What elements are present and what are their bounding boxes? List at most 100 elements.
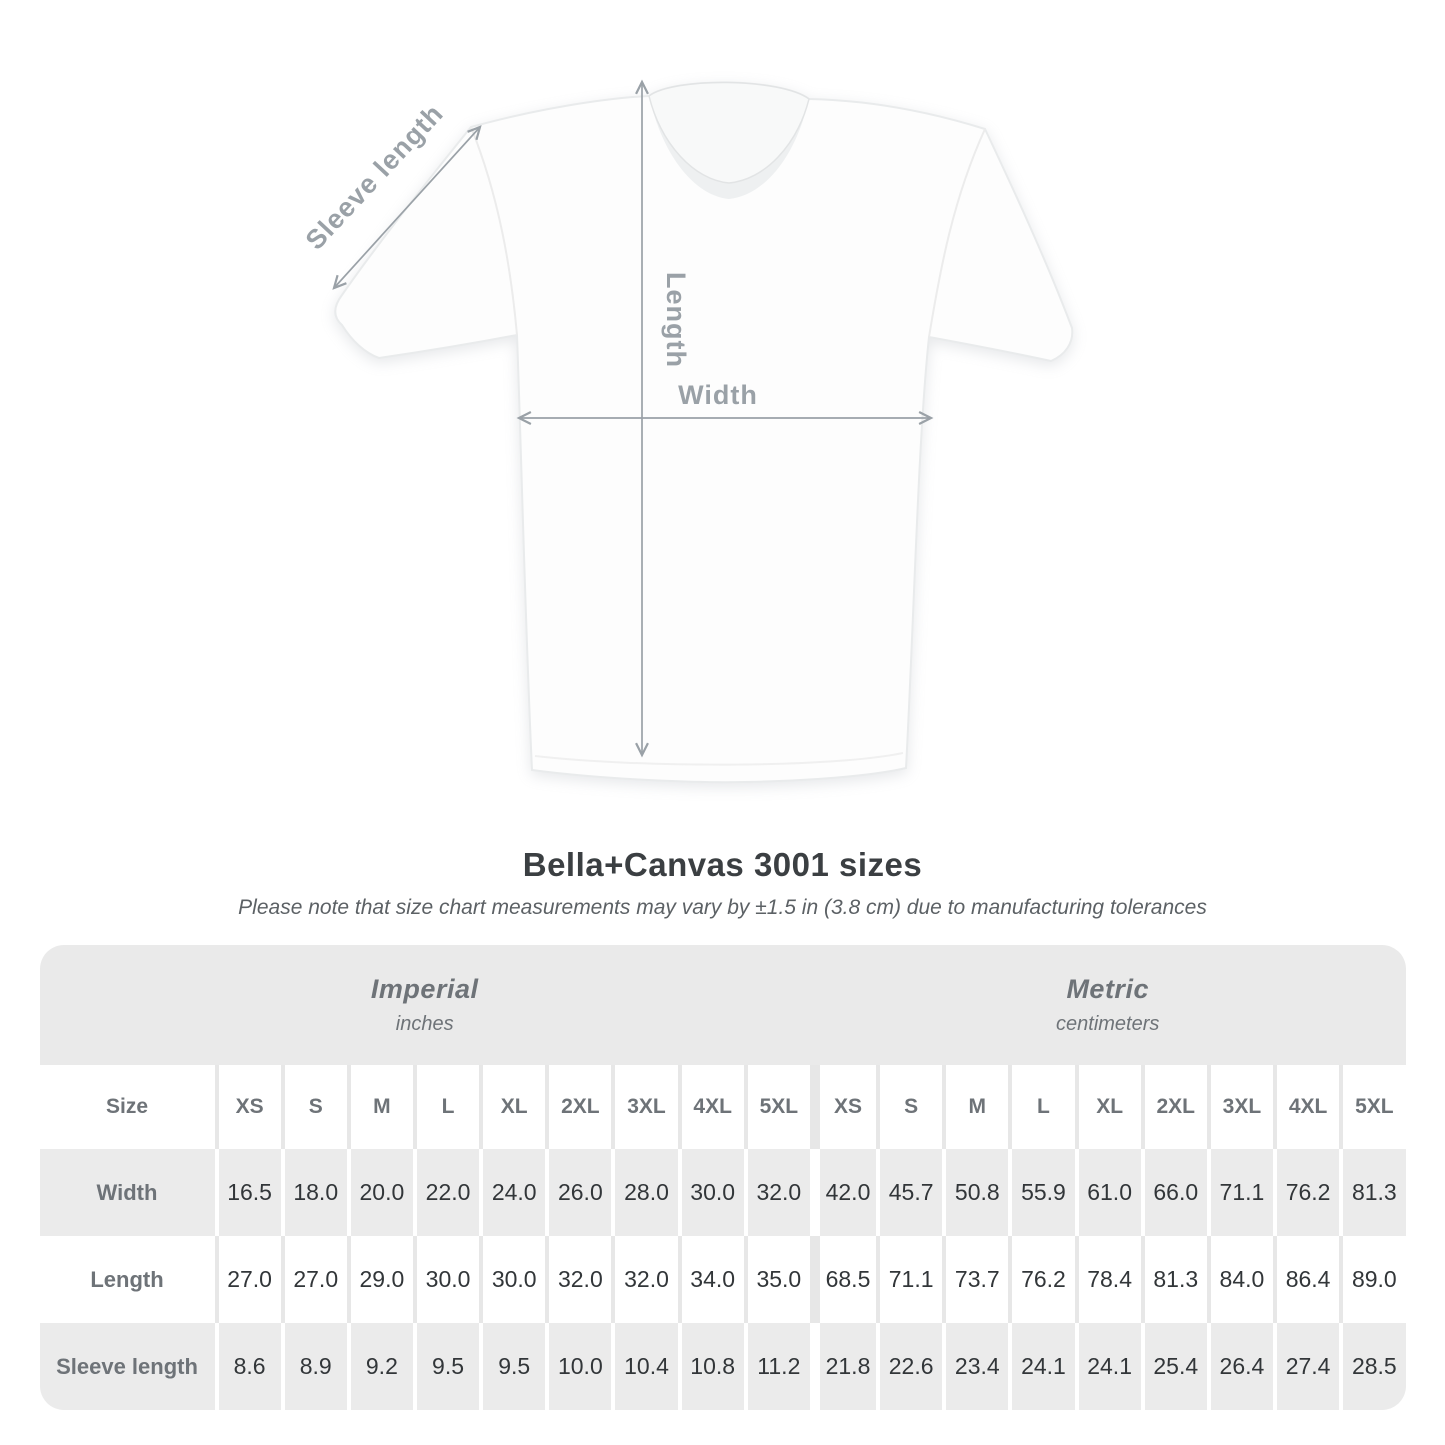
size-header-metric-m: M bbox=[942, 1065, 1009, 1149]
value-metric-l: 24.1 bbox=[1008, 1323, 1075, 1410]
value-imperial-xs: 8.6 bbox=[214, 1323, 281, 1410]
value-metric-4xl: 76.2 bbox=[1273, 1149, 1340, 1236]
size-header-imperial-xs: XS bbox=[214, 1065, 281, 1149]
width-label: Width bbox=[678, 380, 758, 410]
size-header-metric-4xl: 4XL bbox=[1273, 1065, 1340, 1149]
row-label: Length bbox=[39, 1236, 215, 1323]
value-imperial-4xl: 30.0 bbox=[677, 1149, 744, 1236]
value-imperial-5xl: 11.2 bbox=[743, 1323, 810, 1410]
imperial-label: Imperial bbox=[370, 974, 479, 1004]
units-header-row: Imperial inches Metric centimeters bbox=[39, 945, 1406, 1065]
length-label: Length bbox=[661, 272, 691, 368]
value-imperial-m: 29.0 bbox=[346, 1236, 413, 1323]
value-metric-s: 45.7 bbox=[876, 1149, 943, 1236]
size-header-imperial-3xl: 3XL bbox=[611, 1065, 678, 1149]
value-metric-5xl: 89.0 bbox=[1339, 1236, 1406, 1323]
tshirt-measurement-diagram: Sleeve length Length Width bbox=[300, 79, 1074, 784]
value-metric-l: 55.9 bbox=[1008, 1149, 1075, 1236]
tshirt-graphic bbox=[334, 81, 1074, 784]
row-label: Sleeve length bbox=[39, 1323, 215, 1410]
value-metric-2xl: 66.0 bbox=[1140, 1149, 1207, 1236]
measurement-row-width: Width 16.5 18.0 20.0 22.0 24.0 26.0 28.0 30.0 32.… bbox=[39, 1149, 1406, 1236]
value-metric-s: 71.1 bbox=[876, 1236, 943, 1323]
size-header-metric-l: L bbox=[1008, 1065, 1075, 1149]
value-imperial-l: 30.0 bbox=[412, 1236, 480, 1323]
imperial-unit: inches bbox=[395, 1013, 454, 1035]
value-metric-xs: 21.8 bbox=[809, 1323, 877, 1410]
value-imperial-5xl: 32.0 bbox=[743, 1149, 810, 1236]
value-imperial-3xl: 32.0 bbox=[611, 1236, 678, 1323]
measurement-arrows bbox=[332, 79, 934, 758]
size-header-metric-xl: XL bbox=[1074, 1065, 1141, 1149]
value-metric-2xl: 25.4 bbox=[1140, 1323, 1207, 1410]
collar-band bbox=[648, 81, 810, 184]
value-metric-5xl: 81.3 bbox=[1339, 1149, 1406, 1236]
value-imperial-l: 9.5 bbox=[412, 1323, 480, 1410]
page-subtitle: Please note that size chart measurements… bbox=[238, 896, 1207, 919]
value-metric-l: 76.2 bbox=[1008, 1236, 1075, 1323]
value-metric-4xl: 86.4 bbox=[1273, 1236, 1340, 1323]
value-imperial-2xl: 32.0 bbox=[545, 1236, 612, 1323]
value-imperial-m: 9.2 bbox=[346, 1323, 413, 1410]
metric-group-header: Metric centimeters bbox=[809, 945, 1406, 1065]
size-header-metric-3xl: 3XL bbox=[1206, 1065, 1273, 1149]
row-label: Width bbox=[39, 1149, 215, 1236]
size-header-imperial-5xl: 5XL bbox=[743, 1065, 810, 1149]
size-header-imperial-4xl: 4XL bbox=[677, 1065, 744, 1149]
size-header-imperial-xl: XL bbox=[479, 1065, 546, 1149]
size-header-imperial-s: S bbox=[280, 1065, 347, 1149]
size-header-imperial-m: M bbox=[346, 1065, 413, 1149]
value-metric-xl: 61.0 bbox=[1074, 1149, 1141, 1236]
value-metric-5xl: 28.5 bbox=[1339, 1323, 1406, 1410]
value-metric-3xl: 26.4 bbox=[1206, 1323, 1273, 1410]
value-imperial-2xl: 10.0 bbox=[545, 1323, 612, 1410]
size-header-metric-xs: XS bbox=[809, 1065, 877, 1149]
value-imperial-xs: 27.0 bbox=[214, 1236, 281, 1323]
value-metric-xs: 68.5 bbox=[809, 1236, 877, 1323]
size-chart-table: Imperial inches Metric centimeters Size … bbox=[39, 945, 1406, 1410]
metric-unit: centimeters bbox=[1056, 1013, 1160, 1035]
measurement-row-length: Length 27.0 27.0 29.0 30.0 30.0 32.0 32.0 34.0 35… bbox=[39, 1236, 1406, 1323]
value-metric-3xl: 84.0 bbox=[1206, 1236, 1273, 1323]
metric-label: Metric bbox=[1066, 974, 1149, 1004]
value-metric-xl: 24.1 bbox=[1074, 1323, 1141, 1410]
value-imperial-xl: 30.0 bbox=[479, 1236, 546, 1323]
value-imperial-xs: 16.5 bbox=[214, 1149, 281, 1236]
value-metric-s: 22.6 bbox=[876, 1323, 943, 1410]
value-metric-xs: 42.0 bbox=[809, 1149, 877, 1236]
sleeve-length-arrow bbox=[332, 125, 482, 290]
value-imperial-5xl: 35.0 bbox=[743, 1236, 810, 1323]
value-imperial-2xl: 26.0 bbox=[545, 1149, 612, 1236]
measurement-row-sleeve-length: Sleeve length 8.6 8.9 9.2 9.5 9.5 10.0 10.4 10.8… bbox=[39, 1323, 1406, 1410]
value-imperial-xl: 9.5 bbox=[479, 1323, 546, 1410]
value-imperial-xl: 24.0 bbox=[479, 1149, 546, 1236]
size-chart: Imperial inches Metric centimeters Size … bbox=[39, 945, 1406, 1410]
imperial-group-header: Imperial inches bbox=[39, 945, 810, 1065]
size-header-imperial-l: L bbox=[412, 1065, 480, 1149]
hem-seam bbox=[534, 752, 904, 766]
value-imperial-3xl: 28.0 bbox=[611, 1149, 678, 1236]
value-metric-3xl: 71.1 bbox=[1206, 1149, 1273, 1236]
tshirt-outline bbox=[334, 81, 1074, 784]
value-metric-4xl: 27.4 bbox=[1273, 1323, 1340, 1410]
value-metric-xl: 78.4 bbox=[1074, 1236, 1141, 1323]
value-metric-m: 50.8 bbox=[942, 1149, 1009, 1236]
size-header-metric-5xl: 5XL bbox=[1339, 1065, 1406, 1149]
value-metric-m: 23.4 bbox=[942, 1323, 1009, 1410]
value-imperial-4xl: 10.8 bbox=[677, 1323, 744, 1410]
size-column-header: Size bbox=[39, 1065, 215, 1149]
size-header-metric-s: S bbox=[876, 1065, 943, 1149]
right-armhole-seam bbox=[928, 128, 986, 338]
page-title: Bella+Canvas 3001 sizes bbox=[522, 846, 923, 883]
value-metric-2xl: 81.3 bbox=[1140, 1236, 1207, 1323]
value-imperial-m: 20.0 bbox=[346, 1149, 413, 1236]
value-imperial-s: 8.9 bbox=[280, 1323, 347, 1410]
size-header-row: Size XS S M L XL 2XL 3XL 4XL 5XL XS S M L XL 2XL 3XL 4XL… bbox=[39, 1065, 1406, 1149]
value-metric-m: 73.7 bbox=[942, 1236, 1009, 1323]
value-imperial-4xl: 34.0 bbox=[677, 1236, 744, 1323]
size-header-imperial-2xl: 2XL bbox=[545, 1065, 612, 1149]
value-imperial-3xl: 10.4 bbox=[611, 1323, 678, 1410]
value-imperial-s: 18.0 bbox=[280, 1149, 347, 1236]
value-imperial-l: 22.0 bbox=[412, 1149, 480, 1236]
